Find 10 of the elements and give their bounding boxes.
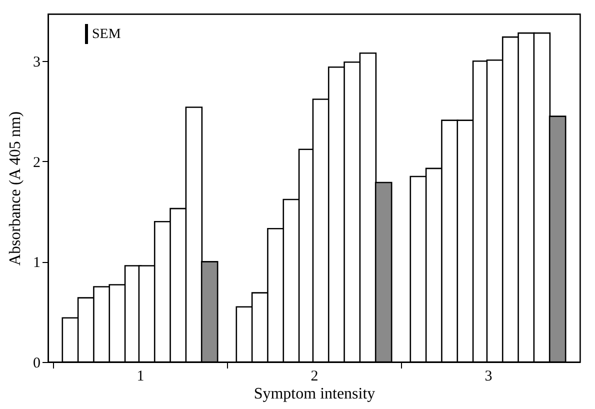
annotation: SEM <box>92 27 122 42</box>
y-tick-label: 1 <box>33 255 40 272</box>
y-tick-label: 2 <box>33 154 40 171</box>
y-tick-label: 3 <box>33 54 40 71</box>
x-axis-title: Symptom intensity <box>254 386 376 402</box>
x-tick-label: 3 <box>484 368 492 384</box>
x-tick-label: 2 <box>310 368 318 384</box>
y-tick-label: 0 <box>33 356 40 372</box>
y-axis-title: Absorbance (A 405 nm) <box>7 111 24 266</box>
x-tick-label: 1 <box>136 368 144 384</box>
